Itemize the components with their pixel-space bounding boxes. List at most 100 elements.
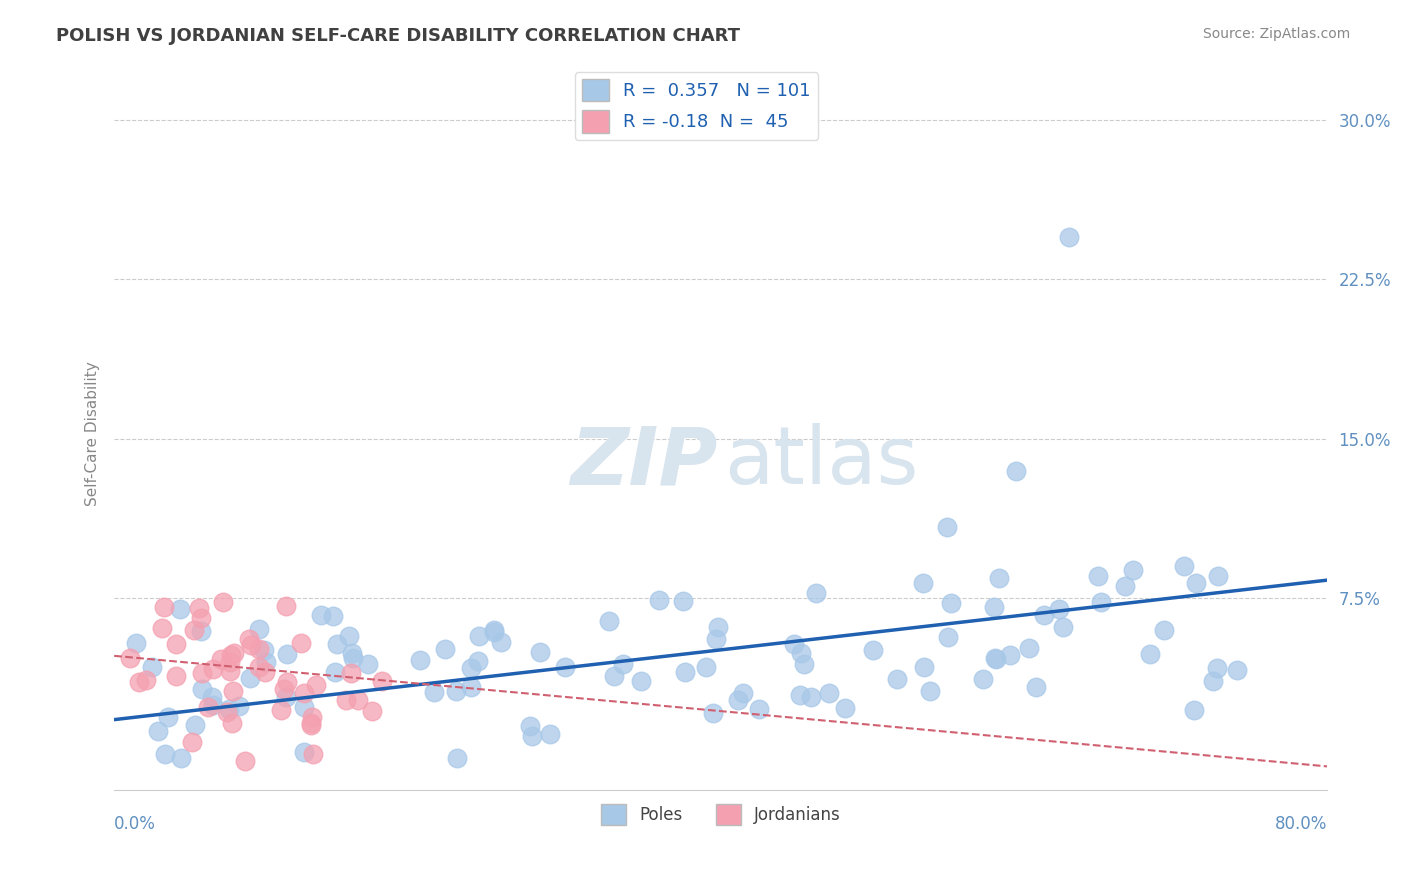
Point xyxy=(240,638,263,652)
Legend: Poles, Jordanians: Poles, Jordanians xyxy=(595,797,848,831)
Point xyxy=(222,646,245,660)
Point xyxy=(1087,569,1109,583)
Point xyxy=(707,620,730,634)
Point xyxy=(519,719,541,733)
Point xyxy=(1005,464,1028,478)
Point xyxy=(783,637,806,651)
Point xyxy=(153,747,176,761)
Point xyxy=(292,745,315,759)
Point xyxy=(484,624,506,639)
Point xyxy=(218,664,240,678)
Point xyxy=(238,632,260,646)
Point xyxy=(197,700,219,714)
Point xyxy=(299,717,322,731)
Point xyxy=(1047,601,1070,615)
Point xyxy=(301,710,323,724)
Point xyxy=(918,684,941,698)
Point xyxy=(446,751,468,765)
Point xyxy=(183,623,205,637)
Point xyxy=(201,662,224,676)
Point xyxy=(467,655,489,669)
Point xyxy=(988,571,1011,585)
Point xyxy=(460,661,482,675)
Point xyxy=(1025,680,1047,694)
Point xyxy=(862,643,884,657)
Point xyxy=(409,652,432,666)
Point xyxy=(468,629,491,643)
Point xyxy=(218,702,240,716)
Point xyxy=(1226,664,1249,678)
Point xyxy=(972,672,994,686)
Point xyxy=(817,686,839,700)
Point xyxy=(936,519,959,533)
Point xyxy=(790,646,813,660)
Point xyxy=(235,754,257,768)
Point xyxy=(433,641,456,656)
Point xyxy=(673,665,696,680)
Point xyxy=(276,675,298,690)
Point xyxy=(1206,569,1229,583)
Point xyxy=(190,611,212,625)
Point xyxy=(648,592,671,607)
Point xyxy=(322,609,344,624)
Point xyxy=(150,621,173,635)
Point xyxy=(361,704,384,718)
Point xyxy=(834,701,856,715)
Point xyxy=(128,675,150,690)
Point xyxy=(247,622,270,636)
Point xyxy=(489,635,512,649)
Point xyxy=(672,594,695,608)
Point xyxy=(304,678,326,692)
Point xyxy=(612,657,634,671)
Text: 0.0%: 0.0% xyxy=(114,815,156,833)
Point xyxy=(253,665,276,679)
Text: atlas: atlas xyxy=(724,423,918,501)
Point xyxy=(170,751,193,765)
Point xyxy=(1052,620,1074,634)
Point xyxy=(342,646,364,660)
Point xyxy=(270,703,292,717)
Point xyxy=(191,666,214,681)
Point xyxy=(302,747,325,762)
Point xyxy=(274,690,297,704)
Point xyxy=(209,651,232,665)
Point xyxy=(252,643,274,657)
Text: Source: ZipAtlas.com: Source: ZipAtlas.com xyxy=(1202,27,1350,41)
Point xyxy=(165,669,187,683)
Point xyxy=(217,705,239,719)
Point xyxy=(1122,563,1144,577)
Point xyxy=(444,683,467,698)
Point xyxy=(342,651,364,665)
Point xyxy=(598,614,620,628)
Point xyxy=(1206,660,1229,674)
Point xyxy=(294,700,316,714)
Point xyxy=(630,674,652,689)
Point xyxy=(1090,595,1112,609)
Point xyxy=(191,681,214,696)
Point xyxy=(603,669,626,683)
Point xyxy=(153,599,176,614)
Point xyxy=(337,629,360,643)
Point xyxy=(326,637,349,651)
Point xyxy=(538,727,561,741)
Point xyxy=(347,693,370,707)
Point xyxy=(1173,559,1195,574)
Point xyxy=(520,730,543,744)
Point xyxy=(273,682,295,697)
Point xyxy=(221,716,243,731)
Point xyxy=(983,599,1005,614)
Point xyxy=(800,690,823,705)
Point xyxy=(211,594,233,608)
Point xyxy=(1018,641,1040,656)
Text: ZIP: ZIP xyxy=(569,423,717,501)
Text: 80.0%: 80.0% xyxy=(1275,815,1327,833)
Point xyxy=(276,599,298,614)
Point xyxy=(166,637,188,651)
Point xyxy=(183,718,205,732)
Point xyxy=(554,659,576,673)
Point xyxy=(169,602,191,616)
Point xyxy=(731,686,754,700)
Point xyxy=(1153,623,1175,637)
Point xyxy=(190,624,212,638)
Point xyxy=(141,660,163,674)
